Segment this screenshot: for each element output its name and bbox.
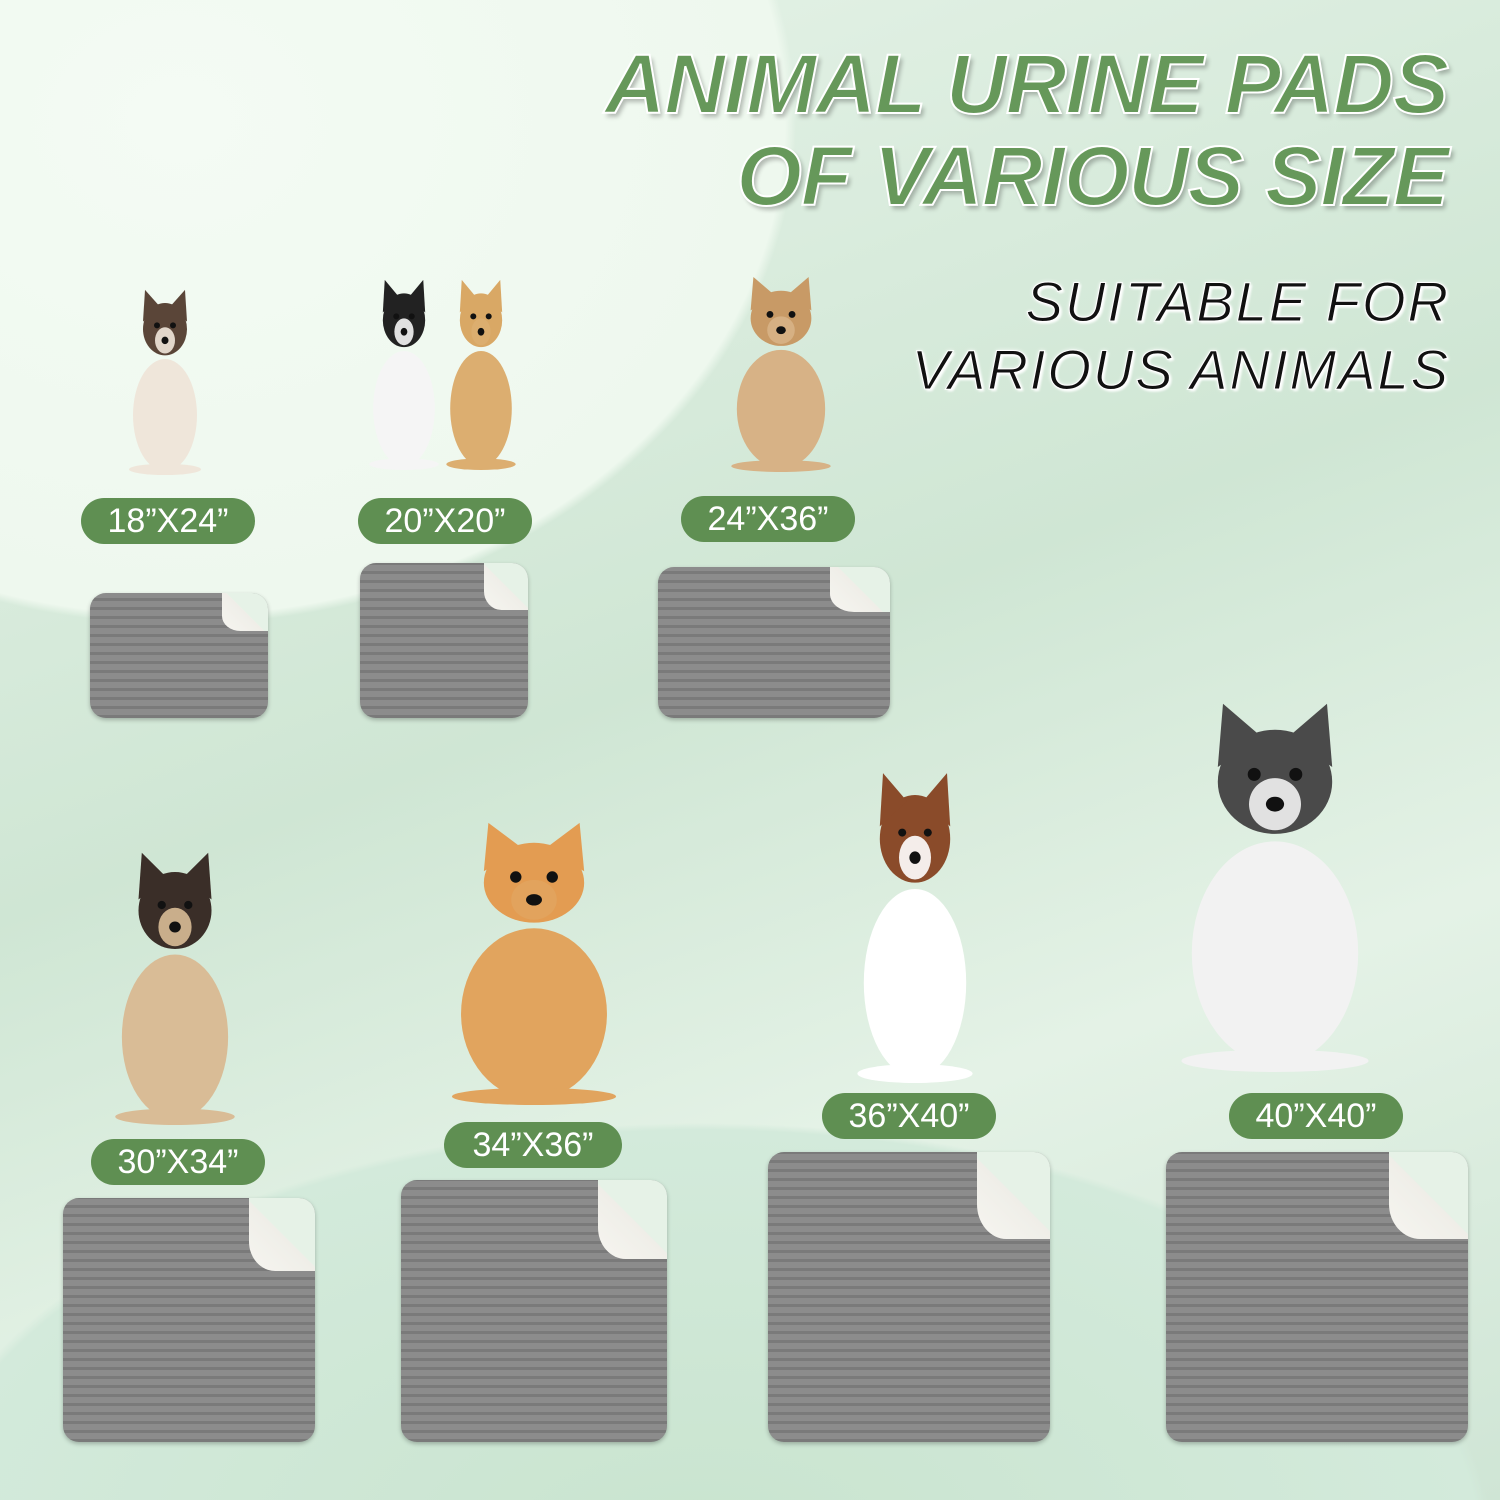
- size-label: 36”X40”: [822, 1093, 996, 1139]
- size-label: 34”X36”: [444, 1122, 622, 1168]
- pad-folded-corner: [829, 567, 890, 613]
- headline: ANIMAL URINE PADS OF VARIOUS SIZE: [604, 37, 1450, 223]
- pad-folded-corner: [597, 1180, 667, 1259]
- size-label: 40”X40”: [1229, 1093, 1403, 1139]
- subheadline-line-2: VARIOUS ANIMALS: [911, 338, 1450, 402]
- australian-shepherd-image: [835, 770, 995, 1083]
- corgi-image: [420, 820, 648, 1105]
- size-label: 18”X24”: [81, 498, 255, 544]
- tan-dog-image: [712, 275, 850, 472]
- pad-image: [1166, 1152, 1468, 1442]
- pad-folded-corner: [249, 1198, 315, 1272]
- subheadline: SUITABLE FOR VARIOUS ANIMALS: [911, 268, 1450, 404]
- pad-image: [401, 1180, 667, 1442]
- pad-image: [658, 567, 890, 718]
- headline-line-1: ANIMAL URINE PADS: [604, 37, 1450, 131]
- headline-line-2: OF VARIOUS SIZE: [735, 129, 1450, 223]
- pad-folded-corner: [976, 1152, 1050, 1239]
- husky-image: [1145, 700, 1405, 1072]
- subheadline-line-1: SUITABLE FOR: [1025, 270, 1450, 334]
- pad-folded-corner: [1389, 1152, 1468, 1239]
- pad-image: [63, 1198, 315, 1442]
- siamese-cat-image: [115, 288, 215, 475]
- size-label: 24”X36”: [681, 496, 855, 542]
- pad-image: [768, 1152, 1050, 1442]
- pad-folded-corner: [221, 593, 268, 631]
- size-label: 30”X34”: [91, 1139, 265, 1185]
- pad-folded-corner: [484, 563, 528, 610]
- cat-and-puppy-image: [355, 278, 530, 470]
- size-label: 20”X20”: [358, 498, 532, 544]
- pad-image: [360, 563, 528, 718]
- pug-image: [92, 850, 258, 1125]
- pad-image: [90, 593, 268, 718]
